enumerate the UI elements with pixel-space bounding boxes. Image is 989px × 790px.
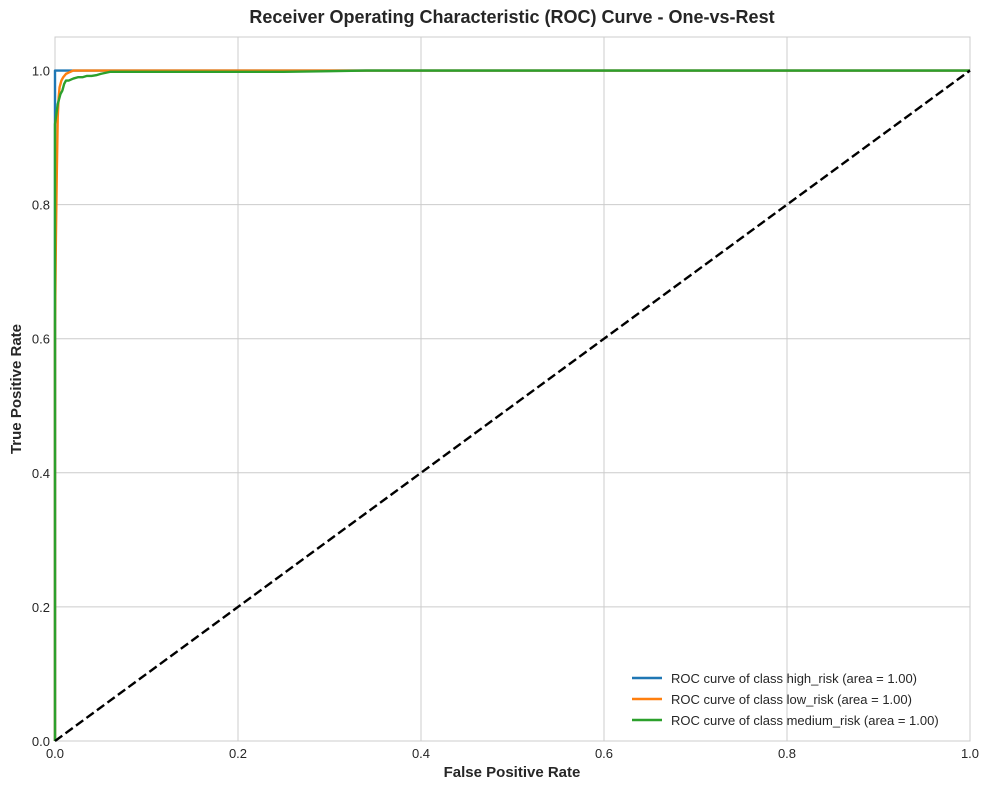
- y-tick-label: 0.8: [32, 198, 50, 213]
- x-tick-label: 0.2: [229, 746, 247, 761]
- y-tick-label: 0.6: [32, 332, 50, 347]
- x-tick-label: 0.0: [46, 746, 64, 761]
- x-axis-label: False Positive Rate: [444, 764, 581, 781]
- series-line: [53, 69, 970, 741]
- x-tick-label: 0.8: [778, 746, 796, 761]
- y-axis-label: True Positive Rate: [8, 324, 25, 454]
- y-tick-label: 1.0: [32, 64, 50, 79]
- legend-entry: ROC curve of class high_risk (area = 1.0…: [671, 671, 917, 686]
- x-tick-label: 0.6: [595, 746, 613, 761]
- y-tick-label: 0.0: [32, 734, 50, 749]
- y-tick-label: 0.4: [32, 466, 50, 481]
- legend-entry: ROC curve of class low_risk (area = 1.00…: [671, 692, 912, 707]
- diagonal-reference-line: [54, 69, 971, 742]
- y-tick-label: 0.2: [32, 600, 50, 615]
- series-lines: [53, 69, 971, 742]
- x-tick-label: 1.0: [961, 746, 979, 761]
- y-axis-ticks: 0.0 0.2 0.4 0.6 0.8 1.0: [32, 64, 50, 749]
- legend-entry: ROC curve of class medium_risk (area = 1…: [671, 713, 939, 728]
- x-tick-label: 0.4: [412, 746, 430, 761]
- x-axis-ticks: 0.0 0.2 0.4 0.6 0.8 1.0: [46, 746, 979, 761]
- legend: ROC curve of class high_risk (area = 1.0…: [632, 671, 939, 728]
- grid-lines: [54, 37, 971, 742]
- chart-title: Receiver Operating Characteristic (ROC) …: [249, 7, 774, 27]
